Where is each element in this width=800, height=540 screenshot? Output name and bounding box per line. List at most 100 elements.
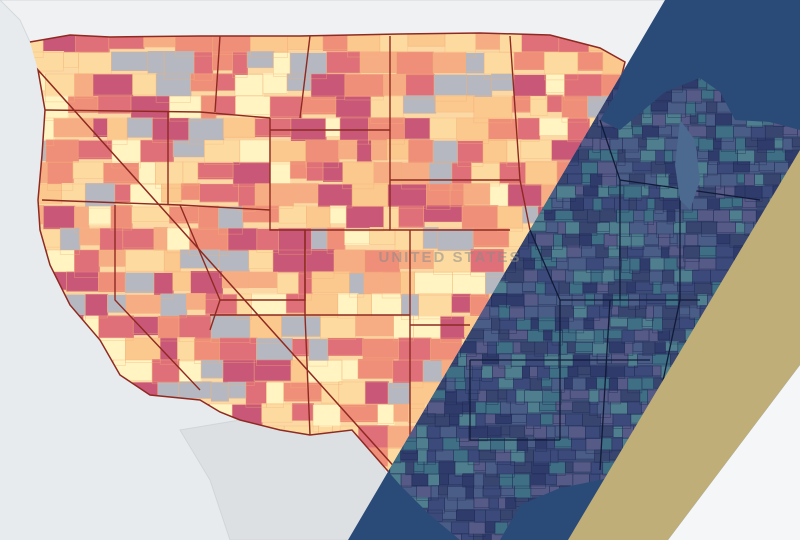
county-cell	[570, 197, 585, 212]
county-cell	[628, 353, 639, 368]
county-cell	[632, 270, 651, 283]
county-cell	[525, 354, 545, 368]
county-cell	[713, 210, 731, 224]
county-cell	[524, 293, 539, 307]
county-cell	[577, 366, 592, 376]
county-cell	[122, 228, 155, 250]
county-cell	[642, 377, 655, 390]
county-cell	[451, 293, 471, 313]
county-cell	[609, 449, 622, 461]
county-cell	[398, 206, 425, 228]
county-cell	[697, 209, 715, 222]
county-cell	[692, 270, 712, 285]
county-cell	[549, 462, 567, 477]
county-cell	[597, 353, 613, 364]
county-cell	[398, 337, 432, 361]
county-cell	[599, 306, 613, 319]
county-cell	[654, 342, 667, 355]
county-cell	[658, 330, 671, 341]
county-cell	[652, 281, 662, 295]
county-cell	[585, 426, 601, 441]
county-cell	[647, 221, 658, 234]
county-cell	[567, 342, 577, 354]
county-cell	[683, 245, 701, 262]
county-cell	[369, 227, 396, 245]
county-cell	[591, 233, 605, 245]
county-cell	[572, 210, 589, 221]
county-cell	[320, 315, 357, 340]
county-cell	[248, 250, 274, 270]
county-cell	[586, 258, 605, 274]
county-cell	[697, 233, 718, 248]
county-cell	[405, 461, 415, 475]
county-cell	[513, 378, 531, 392]
county-cell	[616, 173, 631, 186]
county-cell	[683, 210, 699, 221]
county-cell	[564, 377, 574, 389]
county-cell	[335, 96, 372, 119]
county-cell	[553, 234, 564, 251]
county-cell	[428, 497, 446, 514]
county-cell	[360, 51, 398, 73]
county-cell	[529, 366, 539, 378]
county-cell	[724, 185, 736, 197]
county-cell	[692, 198, 709, 211]
county-cell	[489, 306, 500, 318]
county-cell	[472, 318, 493, 331]
county-cell	[516, 319, 532, 333]
county-cell	[383, 206, 400, 231]
county-cell	[344, 228, 371, 245]
county-cell	[715, 257, 736, 270]
county-cell	[653, 305, 664, 319]
county-cell	[514, 462, 533, 474]
county-cell	[475, 33, 501, 50]
county-cell	[281, 316, 322, 337]
county-cell	[75, 33, 110, 54]
county-cell	[199, 184, 240, 203]
county-cell	[540, 414, 554, 426]
county-cell	[565, 461, 574, 473]
county-cell	[681, 114, 691, 127]
county-cell	[78, 52, 113, 76]
county-cell	[623, 185, 643, 201]
county-cell	[459, 437, 479, 447]
county-cell	[677, 282, 696, 293]
county-cell	[256, 228, 280, 255]
county-cell	[485, 414, 497, 425]
county-cell	[352, 183, 389, 207]
county-cell	[154, 272, 174, 300]
county-cell	[682, 78, 699, 89]
county-cell	[435, 414, 451, 428]
county-cell	[479, 449, 497, 460]
county-cell	[622, 137, 640, 153]
county-cell	[686, 221, 703, 233]
county-cell	[742, 210, 757, 225]
county-cell	[93, 74, 134, 97]
county-cell	[658, 126, 673, 136]
county-cell	[152, 118, 190, 144]
county-cell	[473, 534, 484, 540]
county-cell	[448, 474, 464, 487]
county-cell	[633, 210, 645, 223]
county-cell	[499, 474, 514, 490]
county-cell	[608, 246, 621, 258]
county-cell	[671, 90, 688, 104]
county-cell	[732, 197, 744, 207]
county-cell	[373, 162, 403, 184]
county-cell	[531, 245, 542, 262]
county-cell	[470, 249, 505, 277]
county-cell	[358, 359, 394, 379]
county-cell	[130, 184, 163, 209]
county-cell	[737, 173, 746, 184]
county-cell	[491, 533, 507, 540]
county-cell	[311, 227, 328, 252]
county-cell	[365, 381, 389, 405]
county-cell	[627, 317, 643, 331]
county-cell	[482, 354, 500, 365]
county-cell	[707, 161, 719, 175]
county-cell	[407, 33, 446, 47]
county-cell	[111, 51, 149, 71]
county-cell	[632, 162, 652, 173]
county-cell	[697, 114, 707, 124]
county-cell	[125, 272, 155, 293]
